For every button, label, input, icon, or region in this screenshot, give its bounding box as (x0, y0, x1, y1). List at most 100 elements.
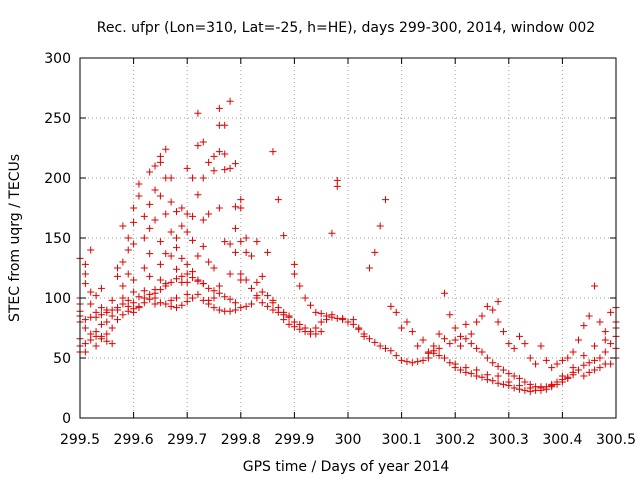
data-point (532, 383, 540, 391)
data-point (97, 335, 105, 343)
data-point (178, 301, 186, 309)
data-point (178, 272, 186, 280)
data-point (596, 364, 604, 372)
data-point (221, 166, 229, 174)
data-point (130, 240, 138, 248)
data-point (108, 312, 116, 320)
data-point (210, 152, 218, 160)
data-point (521, 386, 529, 394)
data-point (499, 328, 507, 336)
data-point (607, 340, 615, 348)
data-point (489, 359, 497, 367)
data-point (494, 318, 502, 326)
data-point (189, 268, 197, 276)
data-point (130, 218, 138, 226)
data-point (130, 276, 138, 284)
data-point (151, 300, 159, 308)
data-point (178, 204, 186, 212)
x-tick-labels: 299.5 299.6 299.7 299.8 299.9 300 300.1 300.2 30… (60, 432, 636, 448)
data-point (231, 299, 239, 307)
data-point (221, 150, 229, 158)
data-point (532, 360, 540, 368)
data-point (505, 370, 513, 378)
data-point (178, 254, 186, 262)
y-tick-label: 250 (44, 111, 71, 127)
data-point (215, 306, 223, 314)
data-point (505, 340, 513, 348)
data-point (156, 260, 164, 268)
data-point (360, 330, 368, 338)
data-point (548, 380, 556, 388)
data-point (333, 182, 341, 190)
data-point (124, 307, 132, 315)
data-point (258, 288, 266, 296)
data-point (114, 264, 122, 272)
data-point (237, 304, 245, 312)
data-point (189, 174, 197, 182)
data-point (114, 316, 122, 324)
y-tick-label: 100 (44, 291, 71, 307)
y-tick-label: 150 (44, 231, 71, 247)
x-tick-label: 299.6 (114, 432, 154, 448)
data-point (419, 336, 427, 344)
data-point (414, 358, 422, 366)
data-point (274, 308, 282, 316)
data-point (162, 250, 170, 258)
data-point (355, 325, 363, 333)
data-point (81, 316, 89, 324)
data-point (312, 308, 320, 316)
data-point (285, 313, 293, 321)
data-point (135, 192, 143, 200)
data-point (264, 248, 272, 256)
data-point (205, 158, 213, 166)
data-point (591, 366, 599, 374)
data-point (473, 318, 481, 326)
data-point (140, 287, 148, 295)
data-point (301, 328, 309, 336)
data-point (306, 301, 314, 309)
data-point (210, 167, 218, 175)
data-point (119, 294, 127, 302)
data-point (510, 372, 518, 380)
data-point (167, 278, 175, 286)
data-point (585, 312, 593, 320)
data-point (601, 328, 609, 336)
data-point (382, 344, 390, 352)
x-tick-label: 300.1 (382, 432, 422, 448)
data-point (580, 361, 588, 369)
data-point (130, 288, 138, 296)
data-point (553, 378, 561, 386)
data-point (146, 295, 154, 303)
data-point (103, 337, 111, 345)
data-point (119, 311, 127, 319)
data-point (446, 311, 454, 319)
data-point (574, 366, 582, 374)
data-point (146, 168, 154, 176)
data-point (478, 373, 486, 381)
data-point (306, 330, 314, 338)
data-point (221, 238, 229, 246)
data-point (248, 284, 256, 292)
data-point (462, 320, 470, 328)
data-point (172, 265, 180, 273)
data-point (242, 276, 250, 284)
data-point (199, 242, 207, 250)
data-point (226, 270, 234, 278)
data-point (130, 204, 138, 212)
data-point (494, 379, 502, 387)
x-tick-label: 299.7 (167, 432, 207, 448)
data-point (210, 294, 218, 302)
data-point (553, 360, 561, 368)
data-point (119, 222, 127, 230)
data-point (591, 282, 599, 290)
data-point (542, 356, 550, 364)
data-point (124, 234, 132, 242)
data-point (124, 246, 132, 254)
data-point (258, 272, 266, 280)
data-point (451, 336, 459, 344)
data-point (194, 191, 202, 199)
data-point (87, 336, 95, 344)
data-point (242, 248, 250, 256)
data-point (494, 372, 502, 380)
data-point (199, 280, 207, 288)
